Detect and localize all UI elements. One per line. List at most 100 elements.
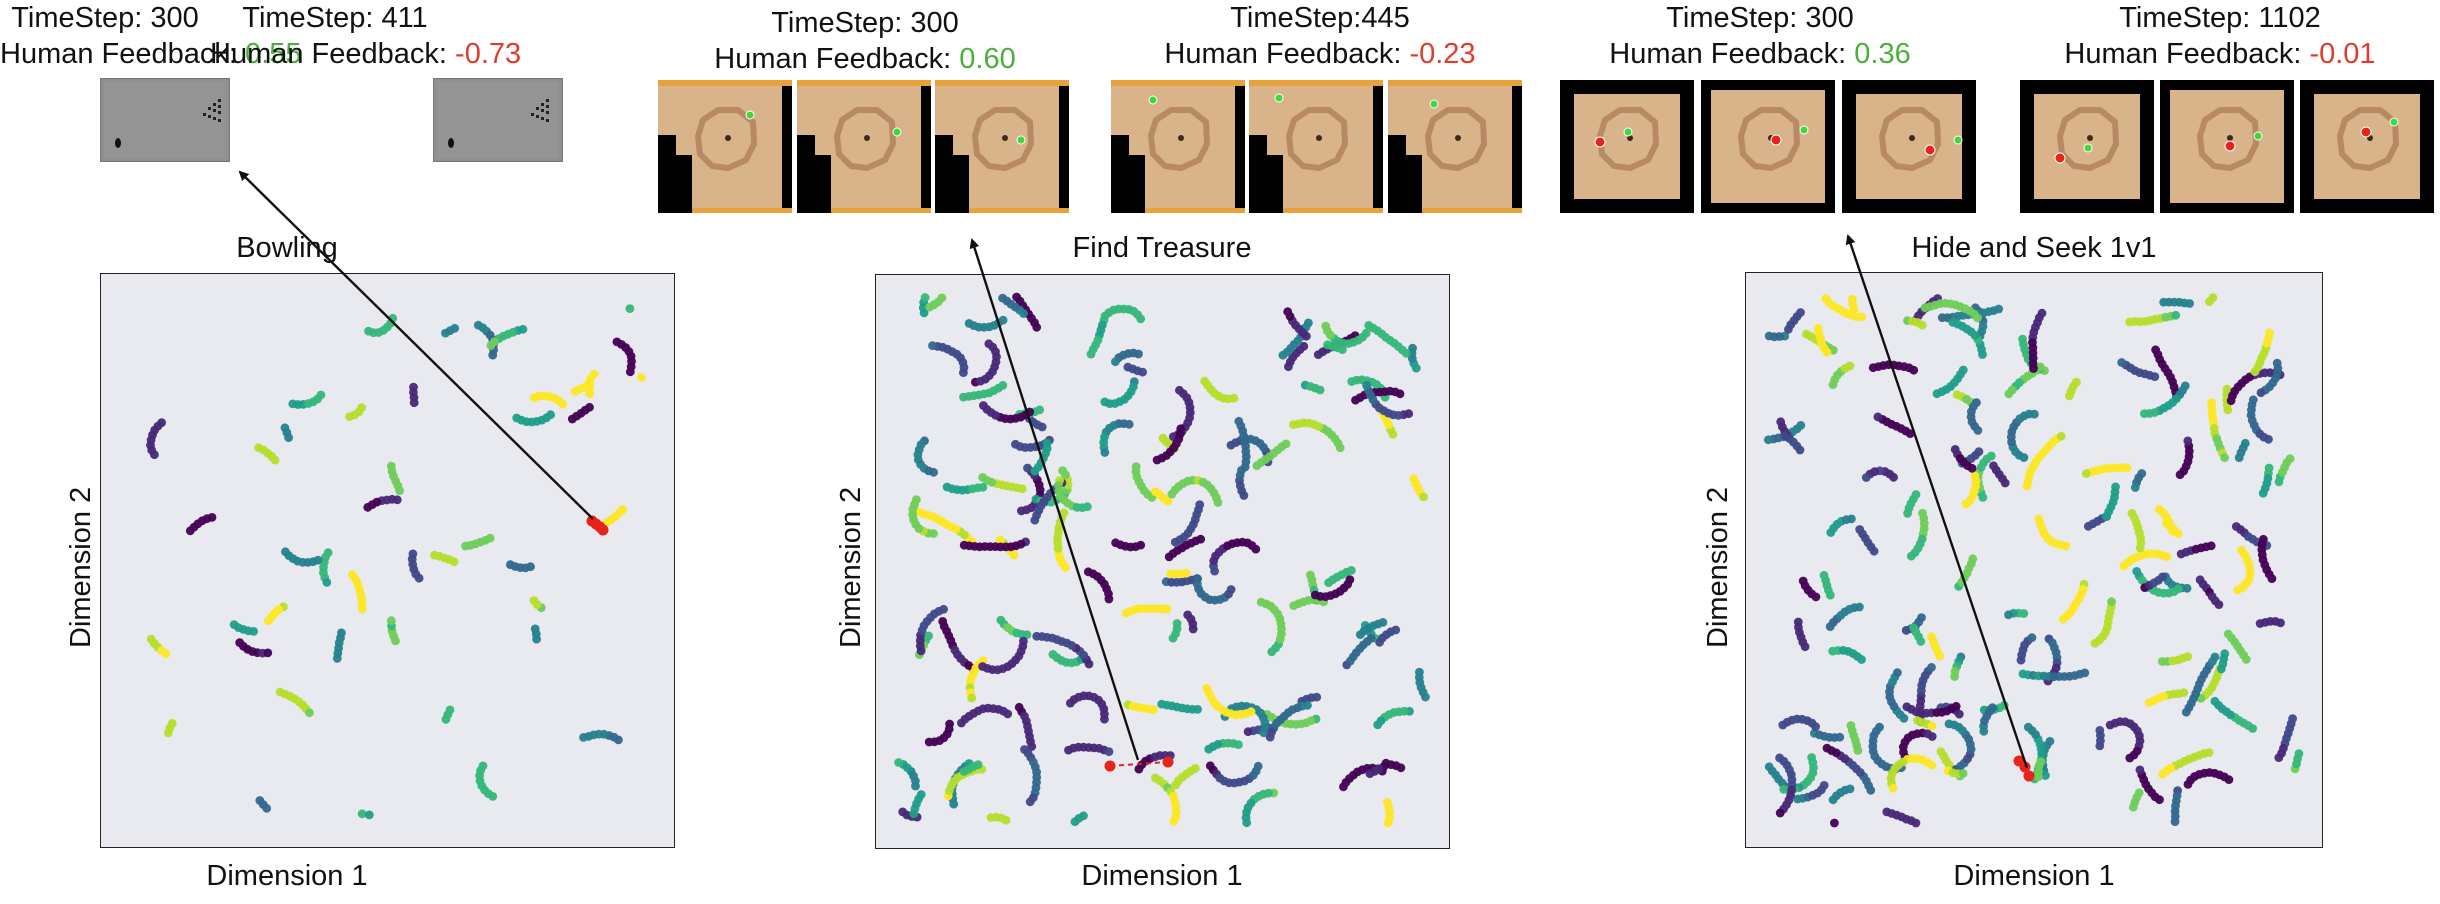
arena-top-wall (1249, 80, 1383, 86)
scatter-point (441, 328, 450, 338)
arena-maze-wall (695, 107, 757, 171)
find-treasure-scatter-plot (875, 274, 1450, 849)
highlight-dashed-link (1109, 761, 1169, 767)
scatter-point (1847, 514, 1856, 524)
scatter-point (1861, 473, 1871, 482)
scatter-point (1278, 350, 1288, 360)
scatter-point (1927, 663, 1936, 672)
scatter-point (2130, 483, 2140, 492)
scatter-point (957, 718, 966, 728)
scatter-point (364, 810, 374, 820)
arena-maze-wall (1879, 107, 1941, 171)
scatter-point (928, 341, 937, 351)
scatter-point (2144, 698, 2154, 707)
scatter-point (2030, 409, 2039, 419)
scatter-point (2058, 614, 2068, 624)
arena-maze-wall (2197, 107, 2259, 171)
agent-red (2224, 140, 2236, 152)
scatter-point (2102, 511, 2111, 521)
scatter-point (894, 758, 903, 767)
scatter-point (305, 708, 314, 718)
scatter-point (1873, 412, 1883, 422)
scatter-point (2162, 519, 2171, 528)
scatter-point (1779, 785, 1789, 794)
feedback-value: 0.36 (1854, 38, 1911, 70)
scatter-point (532, 634, 541, 644)
find-treasure-scatter-svg (894, 292, 1430, 828)
scatter-point (625, 304, 635, 313)
bowling-frame-thumbnail (433, 78, 563, 162)
highlighted-point (597, 524, 609, 536)
scatter-point (579, 733, 588, 742)
scatter-point (998, 381, 1008, 390)
scatter-point (1396, 763, 1406, 773)
scatter-point (322, 578, 332, 587)
scatter-point (1243, 727, 1253, 737)
scatter-point (2233, 585, 2243, 595)
find-treasure-frame-thumbnail (1388, 80, 1522, 213)
scatter-point (157, 418, 166, 427)
arena-right-edge (1235, 86, 1245, 208)
scatter-point (2135, 765, 2145, 775)
arena-graphic (2314, 94, 2420, 199)
hide-seek-frame-thumbnail (2160, 80, 2294, 213)
scatter-point (1906, 551, 1916, 561)
scatter-point (1764, 331, 1774, 341)
scatter-point (1421, 692, 1430, 702)
scatter-point (347, 570, 357, 580)
arena-shadow (1388, 135, 1422, 213)
agent-green (2389, 117, 2399, 127)
scatter-point (1763, 435, 1773, 445)
scatter-point (2220, 453, 2229, 463)
scatter-point (1408, 343, 1417, 353)
scatter-point (1798, 576, 1808, 586)
scatter-point (1927, 632, 1936, 642)
scatter-point (2208, 293, 2218, 302)
arena-graphic (2170, 90, 2284, 203)
scatter-point (1419, 492, 1428, 502)
scatter-point (512, 413, 522, 423)
arena-shadow (1111, 135, 1145, 213)
scatter-point (1948, 318, 1958, 327)
scatter-point (1911, 818, 1921, 828)
feedback-value: -0.23 (1409, 38, 1476, 70)
scatter-point (2072, 377, 2081, 387)
scatter-point (2004, 389, 2014, 399)
scatter-point (2285, 454, 2295, 463)
scatter-point (2107, 597, 2116, 606)
scatter-point (1323, 340, 1332, 350)
arena-graphic (658, 80, 792, 213)
scatter-point (625, 367, 635, 377)
feedback-value: -0.01 (2309, 38, 2376, 70)
scatter-point (1169, 817, 1179, 826)
scatter-point (1958, 769, 1968, 778)
feedback-label: Human Feedback: (210, 38, 447, 70)
arena-maze-wall (972, 107, 1034, 171)
scatter-point (1226, 440, 1236, 450)
scatter-point (1200, 376, 1210, 386)
scatter-point (2170, 817, 2180, 826)
agent-red (2360, 126, 2372, 138)
agent-green (1623, 127, 1633, 137)
scatter-point (1937, 313, 1947, 322)
header-bowling-b: TimeStep: 411 Human Feedback: -0.73 (210, 0, 521, 72)
arena-bottom-wall (1249, 208, 1383, 213)
scatter-point (2061, 541, 2071, 551)
highlighted-point (1162, 756, 1174, 768)
highlighted-point (2023, 770, 2035, 782)
scatter-point (979, 401, 988, 410)
hide-seek-frame-thumbnail (1560, 80, 1694, 213)
arena-graphic (1388, 80, 1522, 213)
arena-bottom-wall (1111, 208, 1245, 213)
scatter-point (1242, 818, 1252, 828)
arena-floor (1711, 90, 1825, 203)
scatter-point (964, 319, 974, 328)
arena-graphic (935, 80, 1069, 213)
bowling-scatter-svg (146, 304, 646, 820)
header-hideseek-b: TimeStep: 1102 Human Feedback: -0.01 (2010, 0, 2430, 72)
scatter-point (1378, 618, 1388, 627)
scatter-point (916, 790, 926, 799)
scatter-point (1968, 554, 1978, 564)
scatter-point (1171, 780, 1181, 790)
scatter-point (388, 313, 398, 323)
